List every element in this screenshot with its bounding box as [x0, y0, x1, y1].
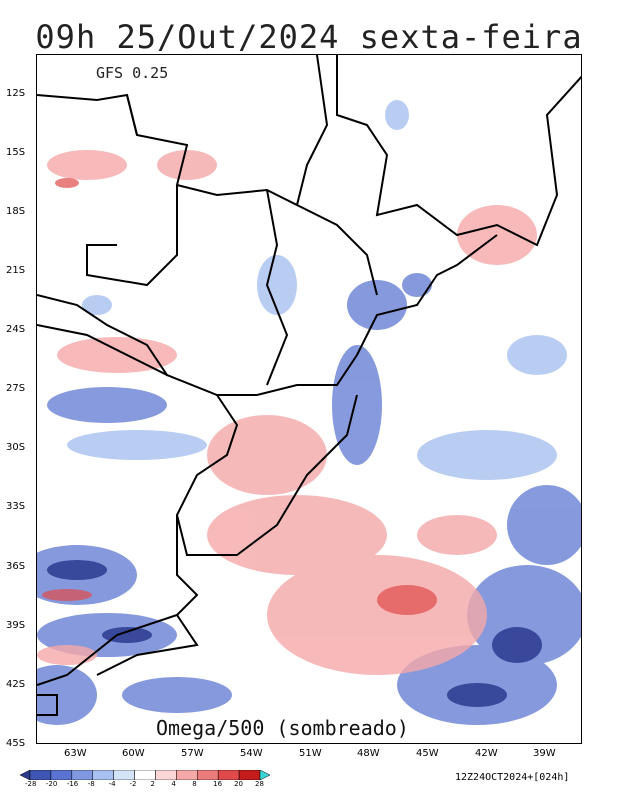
colorbar-segment [20, 770, 31, 780]
positive-omega-shading [37, 150, 537, 675]
field-label: Omega/500 (sombreado) [156, 716, 409, 740]
colorbar-label: -2 [129, 780, 137, 788]
lat-label: 33S [6, 501, 26, 512]
lat-label: 24S [6, 324, 26, 335]
colorbar-label: -16 [66, 780, 79, 788]
colorbar-segment [29, 770, 52, 780]
colorbar-label: -8 [87, 780, 95, 788]
lon-label: 51W [299, 748, 322, 759]
colorbar-label: -20 [45, 780, 58, 788]
omega-field-map [37, 55, 581, 725]
political-borders [37, 55, 581, 716]
colorbar-label: -28 [25, 780, 37, 788]
colorbar-label: 2 [150, 780, 155, 788]
lat-label: 39S [6, 620, 26, 631]
colorbar-label: 16 [213, 780, 223, 788]
colorbar-segment [217, 770, 240, 780]
colorbar [20, 770, 270, 780]
colorbar-segment [71, 770, 93, 780]
lon-label: 42W [475, 748, 498, 759]
colorbar-segment [259, 770, 270, 780]
positive-omega-strong [42, 178, 437, 615]
colorbar-label: 8 [192, 780, 197, 788]
colorbar-segment [176, 770, 198, 780]
light-blue-shading [67, 100, 567, 480]
lon-label: 54W [240, 748, 263, 759]
lat-label: 45S [6, 738, 26, 749]
model-label: GFS 0.25 [96, 64, 169, 82]
colorbar-segment [113, 770, 135, 780]
lat-label: 12S [6, 88, 26, 99]
lat-label: 42S [6, 679, 26, 690]
lon-label: 45W [416, 748, 439, 759]
lat-label: 15S [6, 147, 26, 158]
valid-time: 12Z24OCT2024+[024h] [455, 772, 570, 783]
colorbar-label: 4 [171, 780, 176, 788]
page-title: 09h 25/Out/2024 sexta-feira [35, 18, 583, 56]
lat-label: 27S [6, 383, 26, 394]
lon-label: 60W [122, 748, 145, 759]
colorbar-segment [92, 770, 114, 780]
negative-omega-deep [47, 560, 542, 707]
lat-label: 21S [6, 265, 26, 276]
map-panel [36, 54, 582, 744]
lon-label: 57W [181, 748, 204, 759]
lon-label: 48W [357, 748, 380, 759]
lat-label: 18S [6, 206, 26, 217]
colorbar-label: 20 [234, 780, 243, 788]
colorbar-segment [134, 770, 156, 780]
colorbar-segment [238, 770, 261, 780]
colorbar-segment [197, 770, 219, 780]
lon-label: 39W [533, 748, 556, 759]
lat-label: 36S [6, 561, 26, 572]
colorbar-label: 28 [255, 780, 264, 788]
lon-label: 63W [64, 748, 87, 759]
lat-label: 30S [6, 442, 26, 453]
colorbar-segment [155, 770, 177, 780]
colorbar-segment [50, 770, 73, 780]
colorbar-label: -4 [108, 780, 116, 788]
